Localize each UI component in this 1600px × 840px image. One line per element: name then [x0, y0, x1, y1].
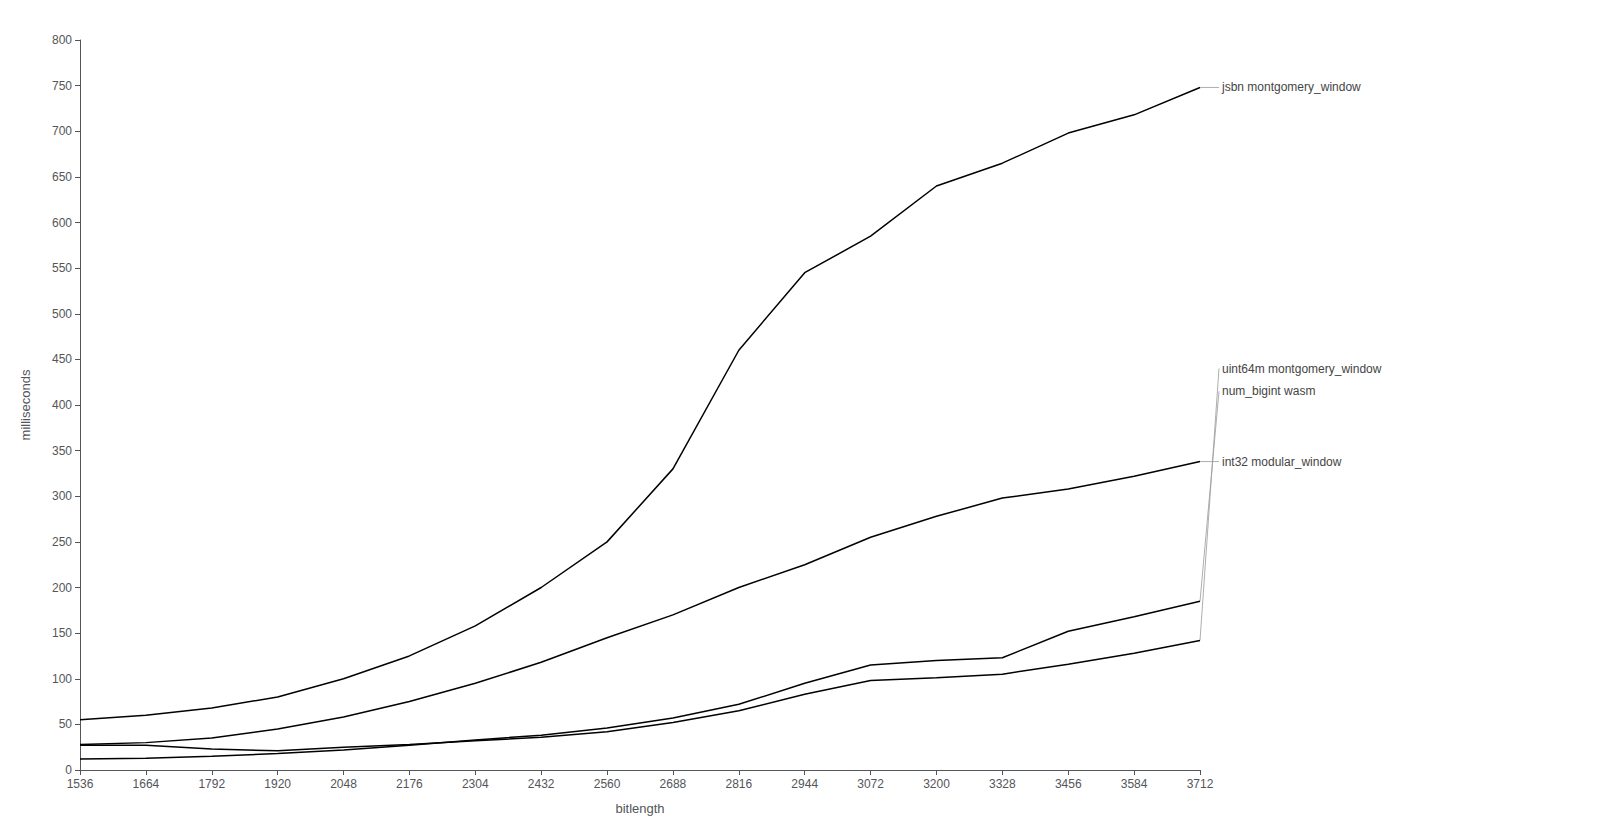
svg-text:2816: 2816	[725, 777, 752, 791]
svg-text:650: 650	[52, 170, 72, 184]
svg-text:0: 0	[65, 763, 72, 777]
svg-text:2432: 2432	[528, 777, 555, 791]
svg-text:3456: 3456	[1055, 777, 1082, 791]
svg-text:num_bigint wasm: num_bigint wasm	[1222, 384, 1315, 398]
svg-text:milliseconds: milliseconds	[18, 369, 33, 440]
svg-text:2048: 2048	[330, 777, 357, 791]
svg-text:750: 750	[52, 79, 72, 93]
svg-text:350: 350	[52, 444, 72, 458]
svg-text:400: 400	[52, 398, 72, 412]
svg-text:1664: 1664	[133, 777, 160, 791]
svg-text:3072: 3072	[857, 777, 884, 791]
svg-text:3584: 3584	[1121, 777, 1148, 791]
svg-text:800: 800	[52, 33, 72, 47]
svg-text:2304: 2304	[462, 777, 489, 791]
svg-text:2944: 2944	[791, 777, 818, 791]
svg-text:bitlength: bitlength	[615, 801, 664, 816]
svg-text:500: 500	[52, 307, 72, 321]
svg-text:250: 250	[52, 535, 72, 549]
svg-text:uint64m montgomery_window: uint64m montgomery_window	[1222, 362, 1382, 376]
svg-text:1920: 1920	[264, 777, 291, 791]
svg-text:450: 450	[52, 352, 72, 366]
svg-text:int32 modular_window: int32 modular_window	[1222, 455, 1342, 469]
svg-text:50: 50	[59, 717, 73, 731]
svg-text:550: 550	[52, 261, 72, 275]
svg-text:2688: 2688	[660, 777, 687, 791]
svg-text:300: 300	[52, 489, 72, 503]
svg-text:jsbn montgomery_window: jsbn montgomery_window	[1221, 80, 1361, 94]
svg-text:700: 700	[52, 124, 72, 138]
svg-text:600: 600	[52, 216, 72, 230]
svg-text:150: 150	[52, 626, 72, 640]
svg-text:3200: 3200	[923, 777, 950, 791]
svg-text:1536: 1536	[67, 777, 94, 791]
svg-text:3328: 3328	[989, 777, 1016, 791]
svg-text:2560: 2560	[594, 777, 621, 791]
svg-text:200: 200	[52, 581, 72, 595]
svg-text:100: 100	[52, 672, 72, 686]
svg-text:3712: 3712	[1187, 777, 1214, 791]
svg-text:2176: 2176	[396, 777, 423, 791]
svg-text:1792: 1792	[198, 777, 225, 791]
